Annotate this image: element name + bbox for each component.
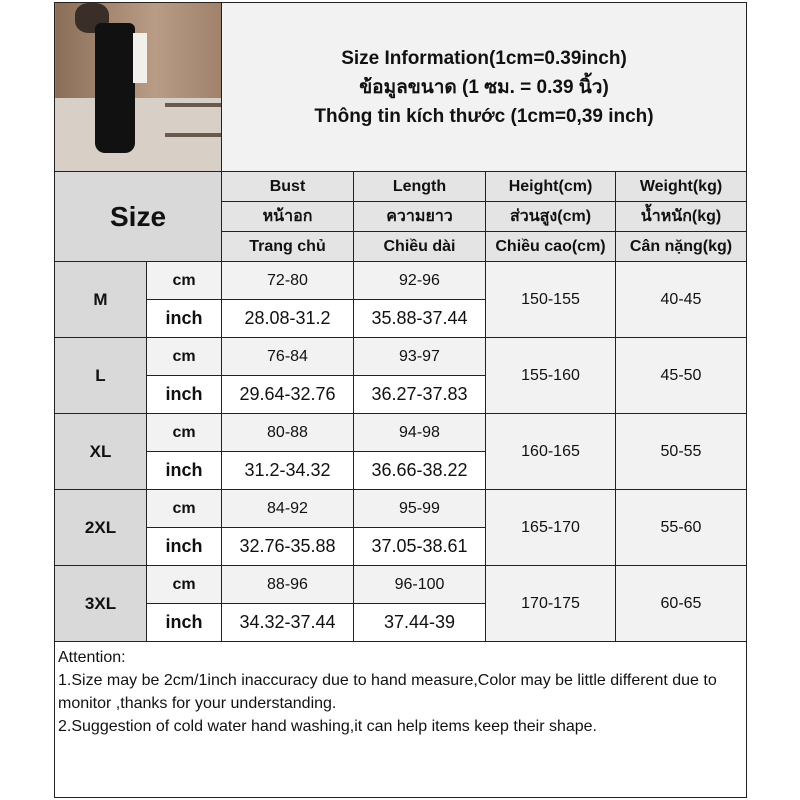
unit-inch: inch [146, 451, 222, 490]
length-inch: 36.66-38.22 [353, 451, 486, 490]
attention-line-2: 2.Suggestion of cold water hand washing,… [58, 718, 597, 735]
header-weight-vi: Cân nặng(kg) [615, 231, 747, 262]
size-row-cm: 2XL cm 84-92 95-99 165-170 55-60 [54, 489, 747, 566]
bust-cm: 84-92 [221, 489, 354, 528]
header-height-en: Height(cm) [485, 171, 616, 202]
bust-cm: 88-96 [221, 565, 354, 604]
unit-inch: inch [146, 603, 222, 642]
length-inch: 36.27-37.83 [353, 375, 486, 414]
header-height-vi: Chiều cao(cm) [485, 231, 616, 262]
bust-cm: 72-80 [221, 261, 354, 300]
attention-line-1: 1.Size may be 2cm/1inch inaccuracy due t… [58, 672, 717, 712]
height-range: 165-170 [485, 489, 616, 566]
header-length-en: Length [353, 171, 486, 202]
header-weight-th: น้ำหนัก(kg) [615, 201, 747, 232]
height-range: 155-160 [485, 337, 616, 414]
unit-cm: cm [146, 413, 222, 452]
bust-inch: 32.76-35.88 [221, 527, 354, 566]
bust-inch: 29.64-32.76 [221, 375, 354, 414]
weight-range: 50-55 [615, 413, 747, 490]
length-inch: 37.05-38.61 [353, 527, 486, 566]
size-chart-table: Size Information(1cm=0.39inch) ข้อมูลขนา… [54, 2, 747, 798]
size-label: 2XL [54, 489, 147, 566]
size-row-inch: inch 29.64-32.76 36.27-37.83 [55, 375, 747, 414]
unit-cm: cm [146, 261, 222, 300]
unit-cm: cm [146, 337, 222, 376]
size-header: Size [54, 171, 222, 262]
unit-inch: inch [146, 375, 222, 414]
header-length-th: ความยาว [353, 201, 486, 232]
title-english: Size Information(1cm=0.39inch) [341, 47, 627, 69]
height-range: 160-165 [485, 413, 616, 490]
weight-range: 60-65 [615, 565, 747, 642]
size-row-inch: inch 28.08-31.2 35.88-37.44 [55, 299, 747, 338]
header-weight-en: Weight(kg) [615, 171, 747, 202]
length-cm: 93-97 [353, 337, 486, 376]
attention-heading: Attention: [58, 649, 126, 666]
size-row-cm: XL cm 80-88 94-98 160-165 50-55 [54, 413, 747, 490]
length-cm: 92-96 [353, 261, 486, 300]
attention-note: Attention: 1.Size may be 2cm/1inch inacc… [54, 641, 747, 798]
length-cm: 96-100 [353, 565, 486, 604]
length-cm: 94-98 [353, 413, 486, 452]
bust-inch: 34.32-37.44 [221, 603, 354, 642]
size-row-inch: inch 32.76-35.88 37.05-38.61 [55, 527, 747, 566]
length-cm: 95-99 [353, 489, 486, 528]
height-range: 170-175 [485, 565, 616, 642]
unit-cm: cm [146, 489, 222, 528]
length-inch: 37.44-39 [353, 603, 486, 642]
title-thai: ข้อมูลขนาด (1 ซม. = 0.39 นิ้ว) [359, 76, 609, 98]
header-length-vi: Chiều dài [353, 231, 486, 262]
height-range: 150-155 [485, 261, 616, 338]
size-row-inch: inch 31.2-34.32 36.66-38.22 [55, 451, 747, 490]
unit-inch: inch [146, 527, 222, 566]
title-vietnamese: Thông tin kích thước (1cm=0,39 inch) [314, 105, 654, 127]
size-label: L [54, 337, 147, 414]
size-label: M [54, 261, 147, 338]
weight-range: 45-50 [615, 337, 747, 414]
size-label: 3XL [54, 565, 147, 642]
bust-cm: 76-84 [221, 337, 354, 376]
size-row-cm: 3XL cm 88-96 96-100 170-175 60-65 [54, 565, 747, 642]
unit-cm: cm [146, 565, 222, 604]
header-bust-th: หน้าอก [221, 201, 354, 232]
bust-inch: 28.08-31.2 [221, 299, 354, 338]
weight-range: 55-60 [615, 489, 747, 566]
unit-inch: inch [146, 299, 222, 338]
bust-inch: 31.2-34.32 [221, 451, 354, 490]
length-inch: 35.88-37.44 [353, 299, 486, 338]
product-photo [54, 2, 222, 172]
header-height-th: ส่วนสูง(cm) [485, 201, 616, 232]
size-label: XL [54, 413, 147, 490]
header-bust-en: Bust [221, 171, 354, 202]
weight-range: 40-45 [615, 261, 747, 338]
bust-cm: 80-88 [221, 413, 354, 452]
header-bust-vi: Trang chủ [221, 231, 354, 262]
size-row-inch: inch 34.32-37.44 37.44-39 [55, 603, 747, 642]
size-info-title: Size Information(1cm=0.39inch) ข้อมูลขนา… [221, 2, 747, 172]
